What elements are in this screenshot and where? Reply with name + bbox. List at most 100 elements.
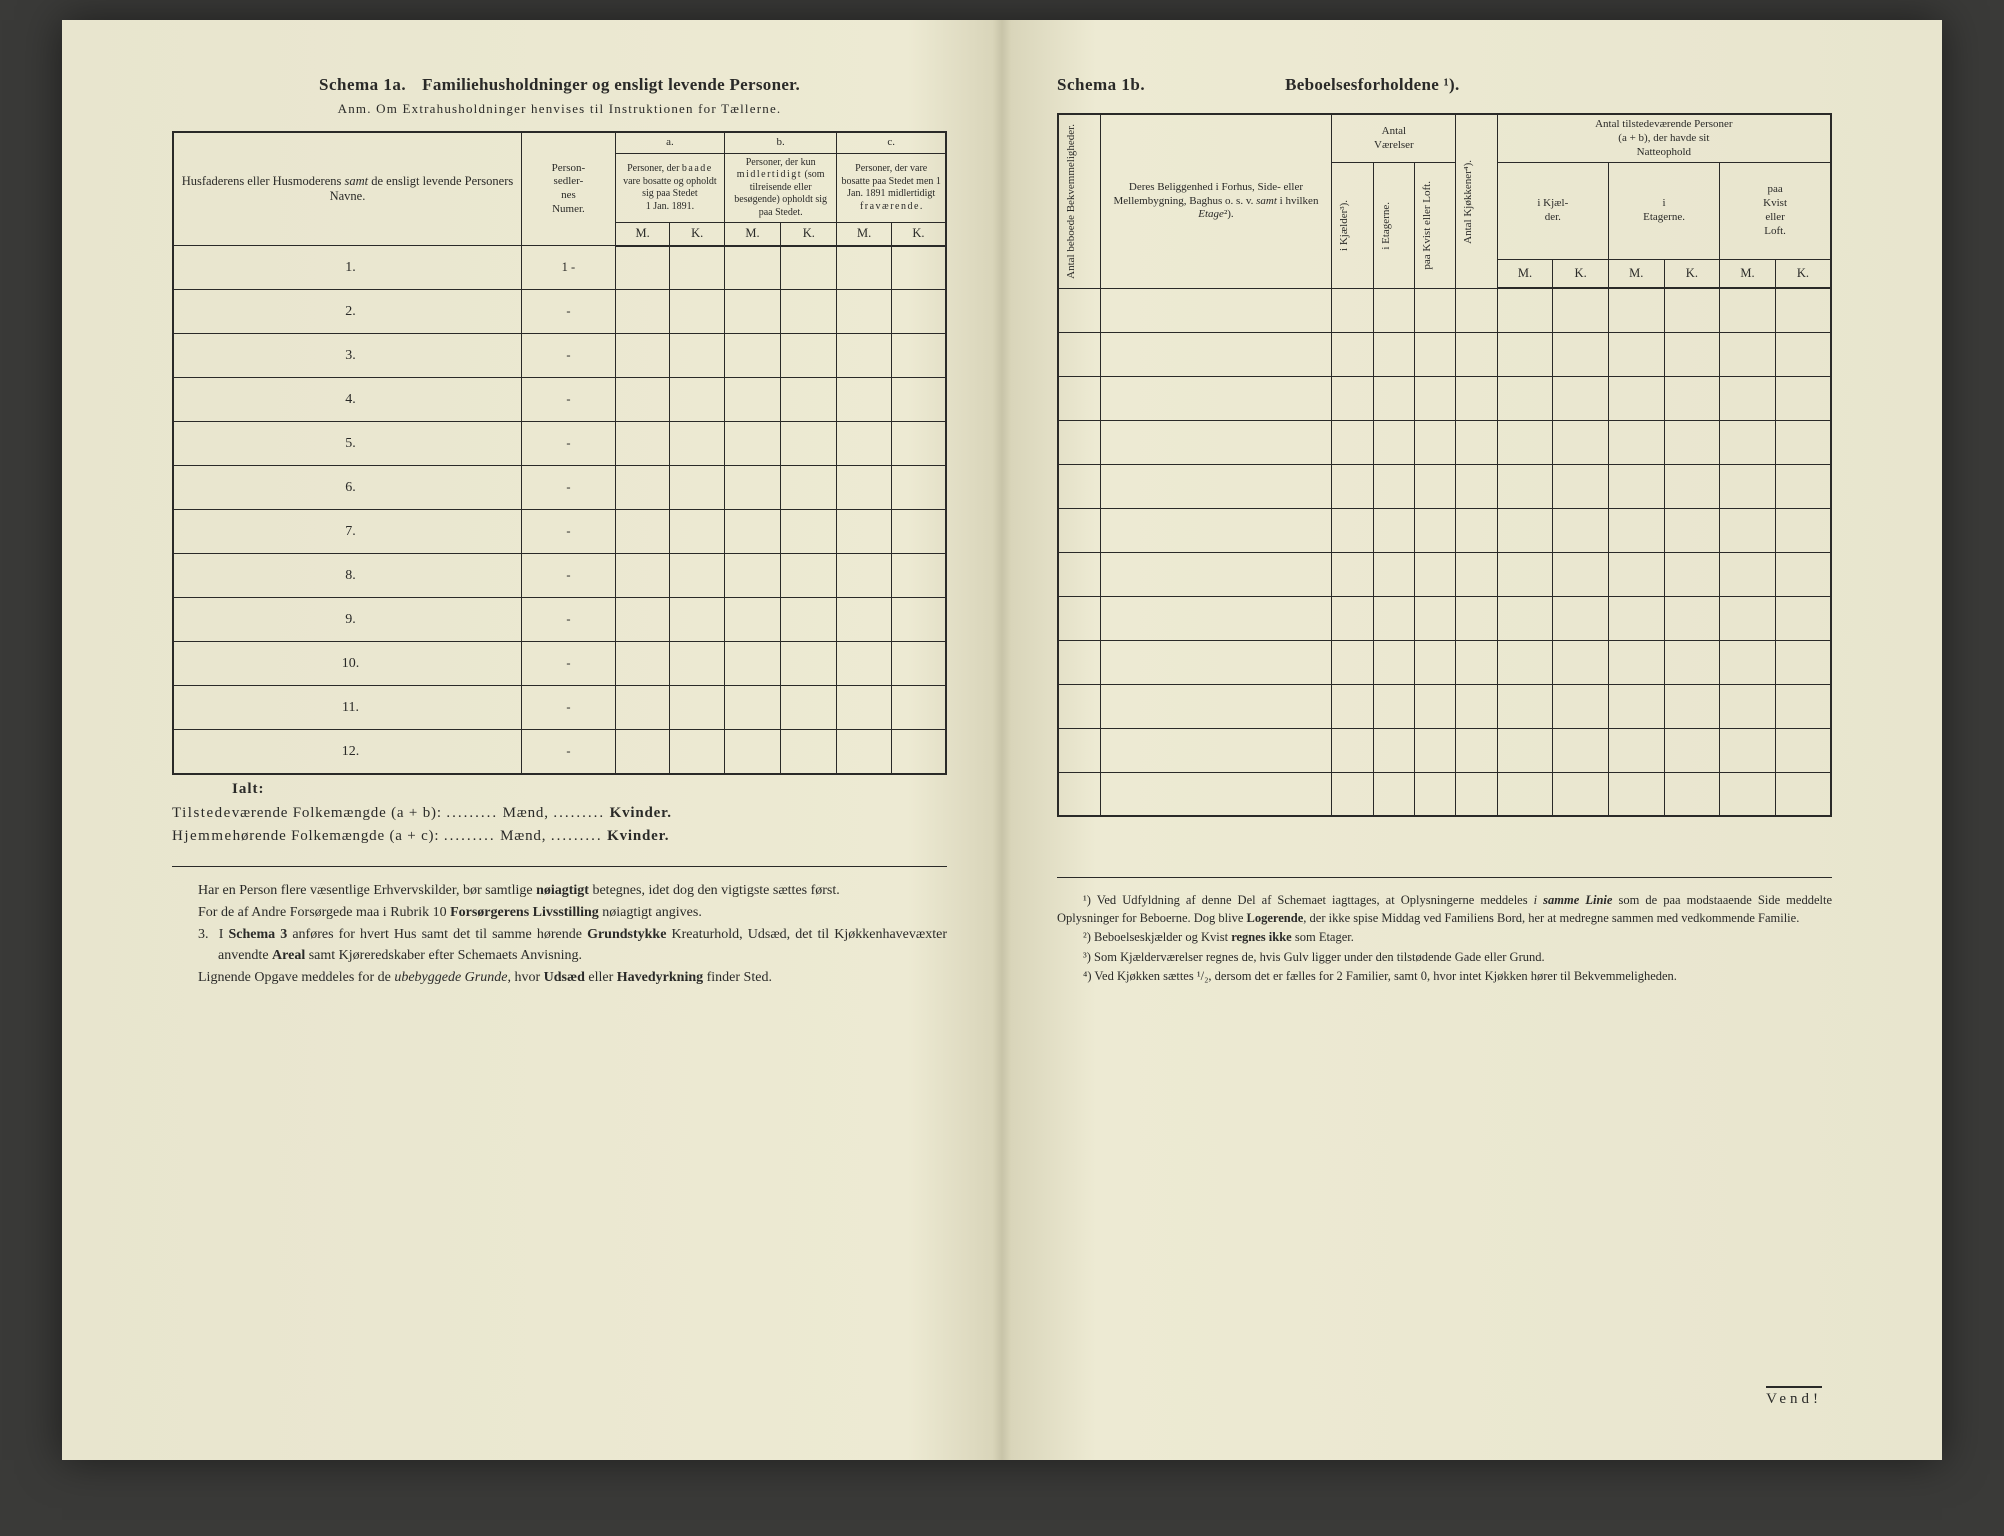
row-numer: - (521, 554, 615, 598)
table-row: 10.- (173, 642, 946, 686)
cell (1497, 640, 1553, 684)
cell (1775, 772, 1831, 816)
cell (1497, 376, 1553, 420)
cell (1456, 464, 1497, 508)
mk-b-k: K. (781, 223, 837, 246)
cell (1775, 420, 1831, 464)
cell (1100, 288, 1332, 332)
cell (1553, 288, 1609, 332)
cell (1373, 596, 1414, 640)
cell (837, 598, 892, 642)
cell (781, 466, 837, 510)
cell (1720, 552, 1776, 596)
cell (1608, 288, 1664, 332)
cell (1373, 288, 1414, 332)
row-numer: - (521, 598, 615, 642)
cell (1332, 332, 1373, 376)
cell (724, 378, 780, 422)
cell (1608, 508, 1664, 552)
cell (1608, 420, 1664, 464)
cell (891, 290, 946, 334)
cell (837, 686, 892, 730)
cell (1497, 684, 1553, 728)
table-row (1058, 640, 1831, 684)
cell (670, 246, 725, 290)
row-numer: - (521, 642, 615, 686)
cell (1553, 596, 1609, 640)
mk-a-m: M. (615, 223, 670, 246)
cell (1553, 464, 1609, 508)
cell (724, 598, 780, 642)
cell (781, 290, 837, 334)
sum2-label: Hjemmehørende Folkemængde (a + c): (172, 828, 439, 844)
cell (670, 422, 725, 466)
cell (781, 422, 837, 466)
cell (1664, 464, 1720, 508)
table-row: 7.- (173, 510, 946, 554)
ialt-label: Ialt: (172, 775, 947, 802)
cell (891, 246, 946, 290)
cell (615, 686, 670, 730)
cell (837, 642, 892, 686)
cell (724, 246, 780, 290)
row-numer: - (521, 290, 615, 334)
cell (670, 642, 725, 686)
cell (1373, 640, 1414, 684)
cell (1664, 728, 1720, 772)
cell (1664, 772, 1720, 816)
body-p3: 3. I Schema 3 anføres for hvert Hus samt… (172, 925, 947, 966)
maend-1: Mænd, (503, 805, 549, 821)
cell (837, 466, 892, 510)
cell (1058, 464, 1100, 508)
sub-kjael: i Kjæl-der. (1497, 163, 1608, 259)
table-row: 5.- (173, 422, 946, 466)
cell (1332, 684, 1373, 728)
dots: ......... (444, 828, 496, 844)
table-row: 11.- (173, 686, 946, 730)
table-row: 3.- (173, 334, 946, 378)
cell (1456, 596, 1497, 640)
cell (1332, 288, 1373, 332)
table-row: 6.- (173, 466, 946, 510)
cell (1553, 376, 1609, 420)
cell (1664, 332, 1720, 376)
cell (1608, 640, 1664, 684)
row-num: 2. (173, 290, 521, 334)
cell (1608, 596, 1664, 640)
row-num: 1. (173, 246, 521, 290)
page-right: Schema 1b. Beboelsesforholdene ¹). Antal… (1002, 20, 1942, 1460)
cell (891, 642, 946, 686)
cell (1373, 772, 1414, 816)
body-p2: For de af Andre Forsørgede maa i Rubrik … (172, 903, 947, 923)
cell (837, 246, 892, 290)
left-title-line: Schema 1a. Familiehusholdninger og ensli… (172, 75, 947, 95)
row-numer: - (521, 686, 615, 730)
col-beliggenhed: Deres Beliggenhed i Forhus, Side- eller … (1100, 114, 1332, 288)
cell (1720, 288, 1776, 332)
row-num: 7. (173, 510, 521, 554)
cell (1100, 508, 1332, 552)
cell (1497, 332, 1553, 376)
cell (781, 686, 837, 730)
cell (724, 642, 780, 686)
cell (1720, 420, 1776, 464)
sub-etag: iEtagerne. (1608, 163, 1719, 259)
cell (724, 290, 780, 334)
cell (1332, 640, 1373, 684)
table-row: 4.- (173, 378, 946, 422)
cell (615, 378, 670, 422)
table-row (1058, 684, 1831, 728)
row-num: 10. (173, 642, 521, 686)
cell (1497, 772, 1553, 816)
cell (1100, 772, 1332, 816)
cell (1100, 552, 1332, 596)
cell (1775, 596, 1831, 640)
cell (891, 466, 946, 510)
cell (1058, 552, 1100, 596)
cell (1415, 508, 1456, 552)
table-row (1058, 288, 1831, 332)
cell (1553, 640, 1609, 684)
col-ikjael: i Kjælder³). (1332, 163, 1373, 289)
mk-c-k: K. (891, 223, 946, 246)
right-title-line: Schema 1b. Beboelsesforholdene ¹). (1057, 75, 1832, 95)
